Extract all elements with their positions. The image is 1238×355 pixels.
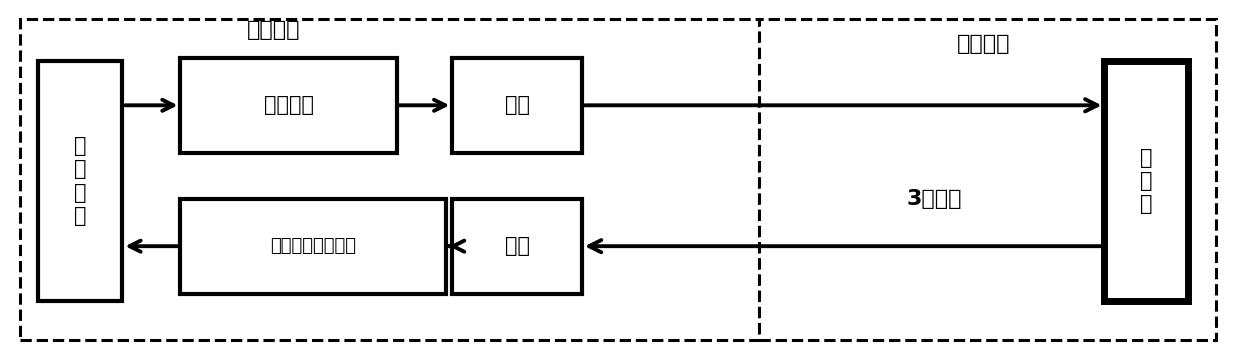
Text: 反
射
镜: 反 射 镜 xyxy=(1140,148,1153,214)
Bar xyxy=(181,58,396,153)
Text: 红外热释电探测器: 红外热释电探测器 xyxy=(270,237,357,255)
Text: 电
路
模
块: 电 路 模 块 xyxy=(74,136,87,226)
Text: 透镜: 透镜 xyxy=(505,95,530,115)
Text: 透镜: 透镜 xyxy=(505,236,530,256)
Text: 红外光源: 红外光源 xyxy=(264,95,313,115)
Bar xyxy=(759,19,1216,339)
Bar xyxy=(452,58,582,153)
Text: 设备内部: 设备内部 xyxy=(246,20,300,39)
Bar xyxy=(20,19,759,339)
Bar xyxy=(181,199,446,294)
Text: 大气空间: 大气空间 xyxy=(957,34,1010,54)
Bar xyxy=(452,199,582,294)
Text: 3米距离: 3米距离 xyxy=(906,189,962,209)
Bar xyxy=(1104,61,1188,301)
Bar xyxy=(38,61,123,301)
